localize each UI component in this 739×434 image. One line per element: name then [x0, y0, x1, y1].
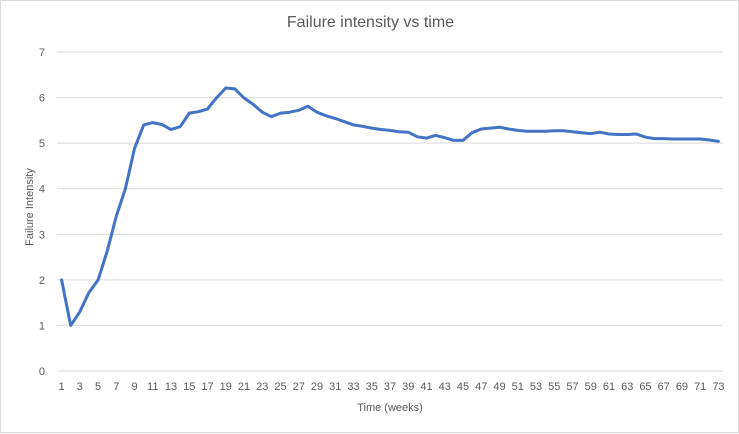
x-tick-label: 1 — [58, 381, 64, 393]
x-tick-label: 35 — [366, 381, 378, 393]
x-tick-label: 31 — [329, 381, 341, 393]
x-tick-label: 65 — [639, 381, 651, 393]
x-tick-label: 17 — [201, 381, 213, 393]
x-tick-label: 23 — [256, 381, 268, 393]
x-tick-label: 15 — [183, 381, 195, 393]
x-axis-title: Time (weeks) — [357, 402, 423, 414]
y-tick-label: 5 — [39, 138, 45, 150]
x-tick-label: 59 — [585, 381, 597, 393]
x-tick-label: 53 — [530, 381, 542, 393]
x-tick-label: 27 — [293, 381, 305, 393]
series-line-0 — [60, 86, 720, 327]
x-tick-label: 57 — [566, 381, 578, 393]
x-tick-label: 49 — [493, 381, 505, 393]
y-tick-label: 6 — [39, 93, 45, 105]
x-tick-label: 5 — [95, 381, 101, 393]
x-tick-label: 13 — [165, 381, 177, 393]
x-tick-label: 3 — [77, 381, 83, 393]
x-tick-label: 19 — [220, 381, 232, 393]
x-tick-label: 9 — [131, 381, 137, 393]
x-tick-label: 7 — [113, 381, 119, 393]
y-tick-label: 3 — [39, 229, 45, 241]
x-tick-label: 71 — [694, 381, 706, 393]
x-tick-label: 61 — [603, 381, 615, 393]
gridlines — [57, 51, 723, 372]
x-tick-label: 41 — [420, 381, 432, 393]
x-tick-label: 11 — [147, 381, 158, 393]
y-tick-label: 4 — [39, 184, 45, 196]
x-tick-label: 47 — [475, 381, 487, 393]
y-tick-label: 7 — [39, 47, 45, 59]
x-tick-label: 45 — [457, 381, 469, 393]
x-tick-label: 21 — [238, 381, 250, 393]
chart-title: Failure intensity vs time — [286, 14, 455, 31]
y-tick-label: 0 — [39, 366, 45, 378]
x-tick-label: 73 — [712, 381, 724, 393]
x-tick-label: 69 — [676, 381, 688, 393]
x-tick-label: 33 — [347, 381, 359, 393]
series-layer — [60, 86, 720, 327]
x-tick-label: 29 — [311, 381, 323, 393]
y-tick-label: 2 — [39, 275, 45, 287]
y-tick-labels: 0 1 2 3 4 5 6 7 — [39, 47, 45, 378]
y-tick-label: 1 — [39, 320, 45, 332]
y-axis-title: Failure Intensity — [24, 168, 36, 246]
x-tick-label: 37 — [384, 381, 396, 393]
x-tick-labels: 1 3 5 7 9 11 13 15 17 19 21 23 25 27 29 31 33 35 37 39 41 43 4… — [58, 381, 724, 393]
x-tick-label: 55 — [548, 381, 560, 393]
x-tick-label: 51 — [512, 381, 524, 393]
x-tick-label: 43 — [439, 381, 451, 393]
x-tick-label: 25 — [274, 381, 286, 393]
x-tick-label: 39 — [402, 381, 414, 393]
x-tick-label: 67 — [658, 381, 670, 393]
x-tick-label: 63 — [621, 381, 633, 393]
